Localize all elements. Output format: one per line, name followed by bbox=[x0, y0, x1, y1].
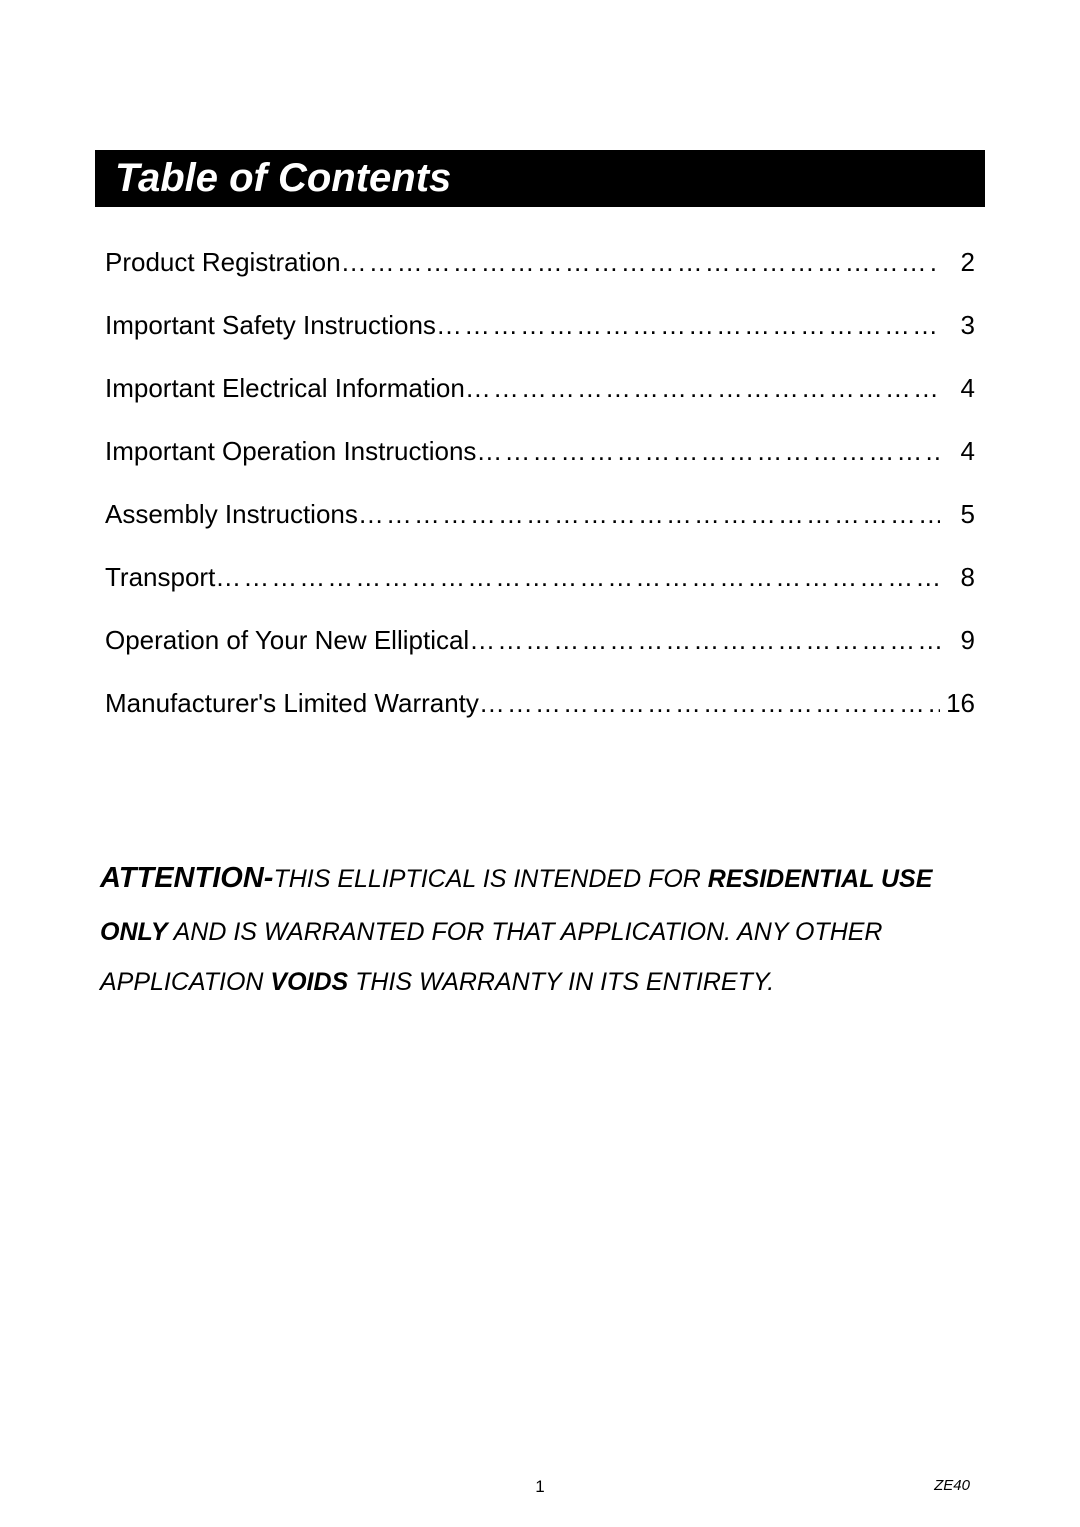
toc-item: Manufacturer's Limited Warranty 16 bbox=[105, 688, 975, 719]
attention-notice: ATTENTION-THIS ELLIPTICAL IS INTENDED FO… bbox=[100, 849, 980, 1007]
toc-label: Important Safety Instructions bbox=[105, 310, 436, 341]
toc-dots bbox=[341, 247, 940, 278]
attention-text: THIS WARRANTY IN ITS ENTIRETY. bbox=[348, 968, 774, 996]
toc-label: Manufacturer's Limited Warranty bbox=[105, 688, 479, 719]
toc-label: Important Operation Instructions bbox=[105, 436, 476, 467]
toc-item: Important Operation Instructions 4 bbox=[105, 436, 975, 467]
attention-bold: VOIDS bbox=[270, 968, 348, 996]
toc-page: 5 bbox=[940, 499, 975, 530]
toc-label: Product Registration bbox=[105, 247, 341, 278]
toc-item: Transport 8 bbox=[105, 562, 975, 593]
table-of-contents: Product Registration 2 Important Safety … bbox=[100, 247, 980, 719]
model-code: ZE40 bbox=[934, 1477, 970, 1494]
attention-prefix: ATTENTION- bbox=[100, 862, 273, 894]
attention-text: THIS ELLIPTICAL IS INTENDED FOR bbox=[273, 865, 707, 893]
toc-dots bbox=[476, 436, 940, 467]
toc-dots bbox=[358, 499, 940, 530]
toc-label: Operation of Your New Elliptical bbox=[105, 625, 469, 656]
toc-item: Important Electrical Information 4 bbox=[105, 373, 975, 404]
toc-label: Transport bbox=[105, 562, 215, 593]
toc-item: Important Safety Instructions 3 bbox=[105, 310, 975, 341]
page-number: 1 bbox=[535, 1477, 544, 1497]
toc-page: 4 bbox=[940, 436, 975, 467]
toc-page: 4 bbox=[940, 373, 975, 404]
toc-page: 9 bbox=[940, 625, 975, 656]
toc-dots bbox=[465, 373, 940, 404]
toc-dots bbox=[479, 688, 940, 719]
toc-page: 3 bbox=[940, 310, 975, 341]
toc-dots bbox=[436, 310, 940, 341]
toc-page: 8 bbox=[940, 562, 975, 593]
toc-dots bbox=[215, 562, 940, 593]
toc-label: Important Electrical Information bbox=[105, 373, 465, 404]
toc-page: 16 bbox=[940, 688, 975, 719]
toc-item: Assembly Instructions 5 bbox=[105, 499, 975, 530]
toc-dots bbox=[469, 625, 940, 656]
toc-label: Assembly Instructions bbox=[105, 499, 358, 530]
title-bar: Table of Contents bbox=[95, 150, 985, 207]
toc-item: Operation of Your New Elliptical 9 bbox=[105, 625, 975, 656]
toc-page: 2 bbox=[940, 247, 975, 278]
page-title: Table of Contents bbox=[115, 156, 451, 200]
toc-item: Product Registration 2 bbox=[105, 247, 975, 278]
